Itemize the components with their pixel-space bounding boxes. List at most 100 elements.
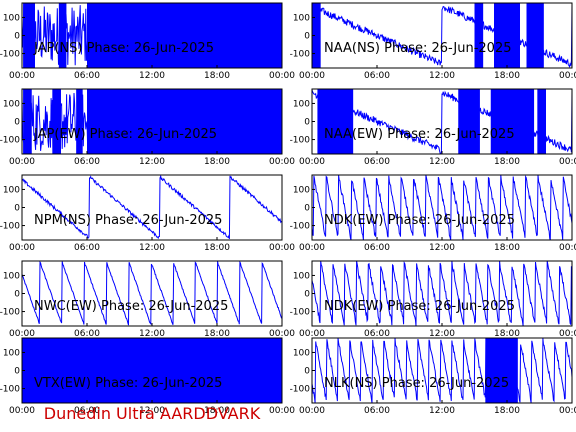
panel-title: NWC(EW) Phase: 26-Jun-2025 [34,299,228,314]
x-tick-label: 00:00 [299,406,325,416]
y-tick-label: -100 [290,222,311,232]
phase-panel: 100 0 -100 00:00 06:00 12:00 18:00 00:00 NWC(EW)… [0,260,295,339]
x-tick-label: 06:00 [364,406,390,416]
phase-trace [312,338,572,403]
x-tick-label: 06:00 [74,406,100,416]
plot-area [22,3,282,68]
x-tick-label: 06:00 [74,329,100,339]
x-tick-label: 12:00 [429,71,455,81]
phase-trace [312,3,572,68]
phase-panel: 100 0 -100 00:00 06:00 12:00 18:00 00:00 NLK(NS)… [290,337,576,416]
plot-area [312,3,572,68]
x-tick-label: 12:00 [139,243,165,253]
panel-title: VTX(EW) Phase: 26-Jun-2025 [34,376,222,391]
phase-trace [312,261,572,326]
phase-trace [22,91,282,153]
y-tick-label: 0 [14,32,20,42]
x-tick-label: 00:00 [269,406,295,416]
phase-trace [22,175,282,240]
y-tick-label: 0 [14,367,20,377]
x-tick-label: 06:00 [364,157,390,167]
phase-trace [22,261,282,326]
y-tick-label: 100 [293,271,310,281]
y-tick-label: 0 [304,204,310,214]
y-tick-label: -100 [0,385,20,395]
x-tick-label: 00:00 [559,329,576,339]
x-tick-label: 18:00 [204,71,230,81]
plot-area [312,89,572,154]
dense-trace-block [58,3,67,68]
phase-panel: 100 0 -100 00:00 06:00 12:00 18:00 00:00 NAA(NS)… [290,2,576,81]
plot-area [312,175,572,240]
phase-panel: 100 0 -100 00:00 06:00 12:00 18:00 00:00 JAP(EW)… [0,88,295,167]
dense-trace-block [474,3,484,68]
phase-trace [22,4,282,66]
y-tick-label: 0 [14,204,20,214]
x-tick-label: 06:00 [364,71,390,81]
panel-title: JAP(EW) Phase: 26-Jun-2025 [33,127,217,142]
y-tick-label: -100 [290,50,311,60]
y-tick-label: -100 [290,136,311,146]
x-tick-label: 12:00 [429,329,455,339]
y-tick-label: 100 [3,348,20,358]
y-tick-label: 0 [14,118,20,128]
y-tick-label: 100 [293,13,310,23]
y-tick-label: -100 [290,385,311,395]
y-tick-label: 0 [304,32,310,42]
x-tick-label: 18:00 [204,243,230,253]
x-tick-label: 06:00 [364,243,390,253]
x-tick-label: 12:00 [139,71,165,81]
phase-trace [312,175,572,240]
y-tick-label: -100 [0,50,20,60]
x-tick-label: 00:00 [269,71,295,81]
phase-panel: 100 0 -100 00:00 06:00 12:00 18:00 00:00 NDK(EW)… [290,174,576,253]
y-tick-label: 100 [293,99,310,109]
phase-trace [22,339,282,402]
x-tick-label: 12:00 [139,157,165,167]
panel-title: JAP(NS) Phase: 26-Jun-2025 [33,41,214,56]
phase-panel: 100 0 -100 00:00 06:00 12:00 18:00 00:00 NAA(EW)… [290,88,576,167]
x-tick-label: 00:00 [269,243,295,253]
x-tick-label: 18:00 [494,406,520,416]
y-tick-label: 0 [304,118,310,128]
y-tick-label: 0 [304,367,310,377]
y-tick-label: 100 [293,185,310,195]
x-tick-label: 00:00 [559,71,576,81]
x-tick-label: 06:00 [74,157,100,167]
x-tick-label: 18:00 [204,157,230,167]
plot-area [22,261,282,326]
y-tick-label: 100 [3,99,20,109]
x-tick-label: 00:00 [299,71,325,81]
plot-area [22,89,282,154]
panel-title: NPM(NS) Phase: 26-Jun-2025 [34,213,222,228]
dense-trace-block [526,3,544,68]
x-tick-label: 00:00 [9,71,35,81]
x-tick-label: 18:00 [494,157,520,167]
dense-trace-block [312,3,321,68]
y-tick-label: 0 [304,290,310,300]
y-tick-label: -100 [0,222,20,232]
y-tick-label: -100 [0,136,20,146]
plot-area [22,338,282,403]
y-tick-label: 100 [293,348,310,358]
x-tick-label: 00:00 [269,329,295,339]
x-tick-label: 00:00 [559,243,576,253]
dense-trace-block [537,89,546,154]
x-tick-label: 12:00 [429,406,455,416]
phase-trace [312,89,572,154]
x-tick-label: 00:00 [9,406,35,416]
phase-panel: 100 0 -100 00:00 06:00 12:00 18:00 00:00 NDK(EW)… [290,260,576,339]
y-tick-label: 100 [3,271,20,281]
panel-title: NAA(EW) Phase: 26-Jun-2025 [324,127,515,142]
x-tick-label: 00:00 [299,329,325,339]
phase-panel: 100 0 -100 00:00 06:00 12:00 18:00 00:00 JAP(NS)… [0,2,295,81]
plot-area [22,175,282,240]
y-tick-label: 100 [3,185,20,195]
x-tick-label: 18:00 [494,243,520,253]
footer-label: Dunedin Ultra AARDDVARK [44,404,261,423]
panel-title: NDK(EW) Phase: 26-Jun-2025 [324,299,515,314]
x-tick-label: 00:00 [559,406,576,416]
y-tick-label: 100 [3,13,20,23]
x-tick-label: 06:00 [74,243,100,253]
